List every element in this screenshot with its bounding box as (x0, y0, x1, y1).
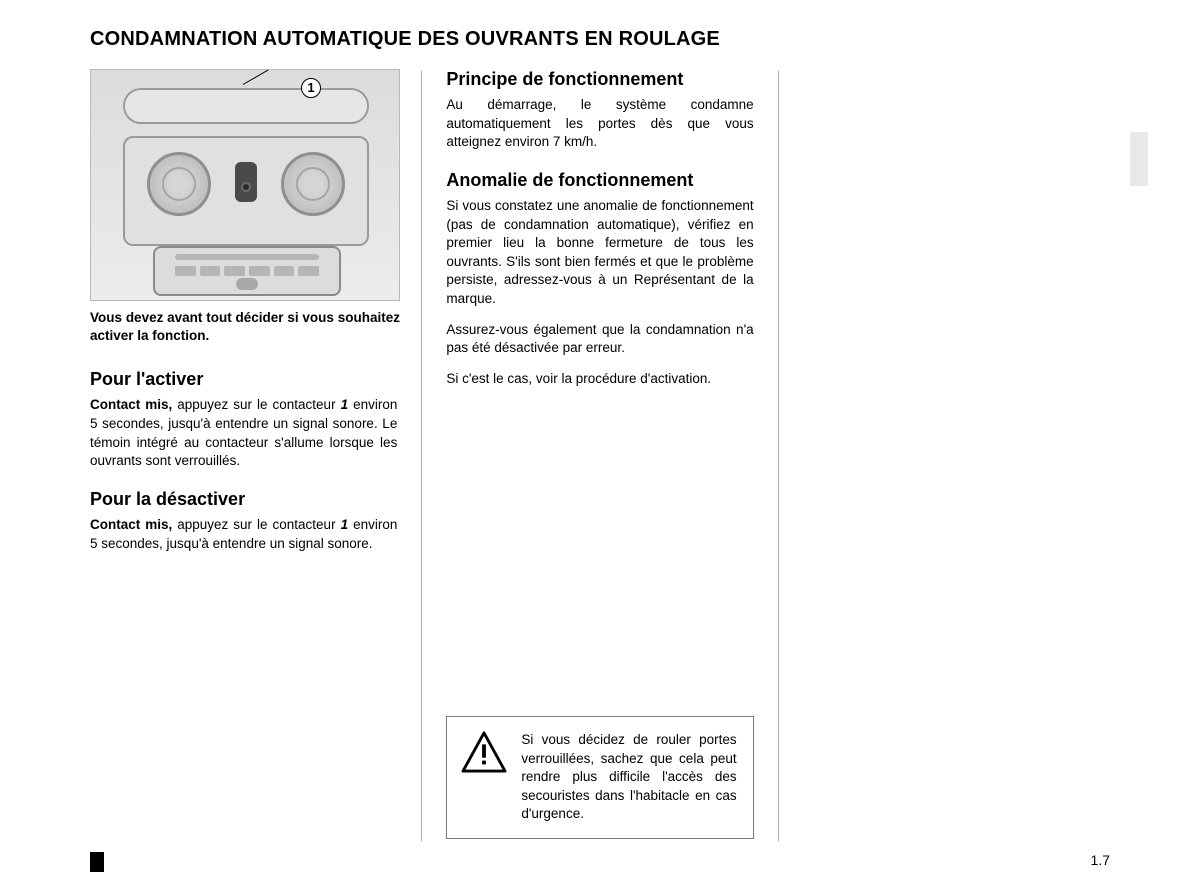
para-anomaly-3: Si c'est le cas, voir la procédure d'act… (446, 370, 753, 389)
para-deactivate: Contact mis, appuyez sur le contacteur 1… (90, 516, 397, 553)
content-columns: 33165 1 Vous devez avant tout décider si… (90, 69, 1110, 841)
column-right (803, 69, 1110, 841)
thumb-tab (1130, 132, 1148, 186)
callout-1: 1 (301, 78, 321, 98)
lead-bold: Contact mis, (90, 397, 172, 412)
heading-principle: Principe de fonctionnement (446, 69, 753, 90)
dashboard-figure: 33165 1 (90, 69, 400, 301)
page-number: 1.7 (1091, 852, 1110, 868)
dash-center-panel (123, 136, 369, 246)
para-principle: Au démarrage, le système condamne automa… (446, 96, 753, 152)
ref-1: 1 (341, 517, 349, 532)
air-vent-left (147, 152, 211, 216)
para-anomaly-2: Assurez-vous également que la condamnati… (446, 321, 753, 358)
heading-activate: Pour l'activer (90, 369, 397, 390)
air-vent-right (281, 152, 345, 216)
radio-unit (153, 246, 341, 296)
column-middle: Principe de fonctionnement Au démarrage,… (446, 69, 753, 841)
heading-anomaly: Anomalie de fonctionnement (446, 170, 753, 191)
dash-top-trim (123, 88, 369, 124)
para-activate: Contact mis, appuyez sur le contacteur 1… (90, 396, 397, 471)
figure-caption: Vous devez avant tout décider si vous so… (90, 309, 400, 345)
ref-1: 1 (341, 397, 349, 412)
callout-leader (243, 69, 299, 85)
column-divider-2 (778, 71, 779, 841)
warning-text: Si vous décidez de rouler portes verroui… (521, 731, 736, 824)
lead-bold: Contact mis, (90, 517, 172, 532)
text-seg: appuyez sur le contacteur (172, 517, 340, 532)
warning-box: Si vous décidez de rouler portes verroui… (446, 716, 753, 839)
heading-deactivate: Pour la désactiver (90, 489, 397, 510)
warning-triangle-icon (461, 731, 507, 773)
column-left: 33165 1 Vous devez avant tout décider si… (90, 69, 397, 841)
text-seg: appuyez sur le contacteur (172, 397, 340, 412)
para-anomaly-1: Si vous constatez une anomalie de foncti… (446, 197, 753, 309)
page-title: CONDAMNATION AUTOMATIQUE DES OUVRANTS EN… (90, 28, 1110, 51)
footer-mark (90, 852, 104, 872)
lock-switch (235, 162, 257, 202)
column-divider-1 (421, 71, 422, 841)
